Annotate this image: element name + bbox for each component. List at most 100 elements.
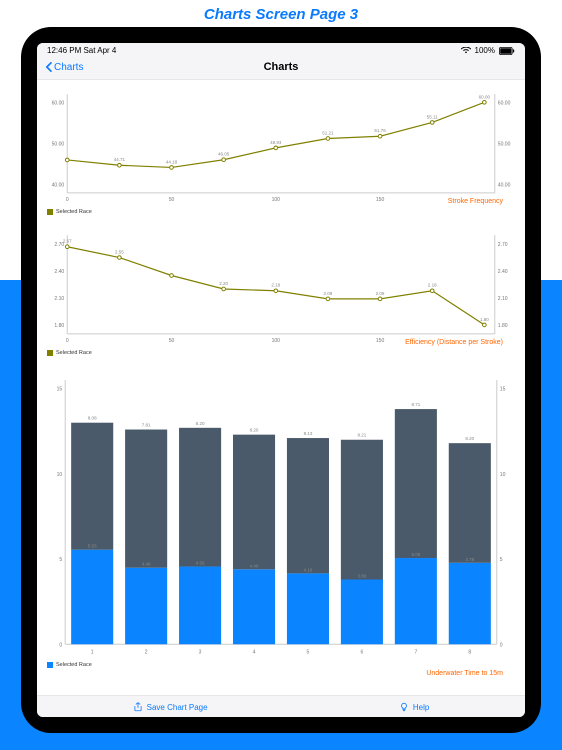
legend-label: Selected Race [56, 350, 92, 356]
svg-text:40.00: 40.00 [52, 183, 65, 189]
legend-label: Selected Race [56, 662, 92, 668]
svg-text:8: 8 [468, 649, 471, 655]
svg-text:4.40: 4.40 [250, 563, 259, 568]
svg-text:4.78: 4.78 [465, 557, 474, 562]
svg-text:3: 3 [199, 649, 202, 655]
svg-text:15: 15 [500, 387, 506, 393]
svg-text:50: 50 [169, 338, 175, 344]
lightbulb-icon [399, 702, 409, 712]
svg-text:10: 10 [57, 472, 63, 478]
back-button[interactable]: Charts [45, 62, 83, 73]
svg-text:5: 5 [59, 557, 62, 563]
svg-text:0: 0 [66, 197, 69, 203]
status-bar: 12:46 PM Sat Apr 4 100% [37, 43, 525, 57]
svg-text:46.05: 46.05 [218, 152, 230, 157]
svg-text:0: 0 [59, 642, 62, 648]
svg-text:2.40: 2.40 [498, 269, 508, 275]
chart-efficiency: 1.801.802.102.102.402.402.702.7005010015… [37, 221, 525, 362]
outer-page-title: Charts Screen Page 3 [0, 0, 562, 27]
nav-title: Charts [264, 61, 299, 73]
chart1-caption: Stroke Frequency [448, 198, 503, 205]
svg-text:5.55: 5.55 [88, 544, 97, 549]
svg-text:2.20: 2.20 [219, 281, 228, 286]
content-area: 40.0040.0050.0050.0060.0060.000501001504… [37, 80, 525, 695]
svg-text:8.71: 8.71 [411, 402, 420, 407]
svg-text:7: 7 [414, 649, 417, 655]
svg-text:0: 0 [66, 338, 69, 344]
battery-icon [499, 47, 515, 55]
svg-text:60.00: 60.00 [498, 100, 511, 106]
svg-text:2.09: 2.09 [324, 291, 333, 296]
help-button[interactable]: Help [399, 702, 429, 712]
svg-text:4.16: 4.16 [304, 567, 313, 572]
svg-text:8.13: 8.13 [304, 431, 313, 436]
wifi-icon [461, 47, 471, 54]
svg-text:2.18: 2.18 [428, 283, 437, 288]
svg-text:2: 2 [145, 649, 148, 655]
svg-text:2.18: 2.18 [271, 283, 280, 288]
status-right: 100% [461, 46, 515, 55]
svg-text:4.49: 4.49 [142, 562, 151, 567]
help-label: Help [413, 703, 429, 712]
chevron-left-icon [45, 62, 52, 72]
legend-swatch [47, 662, 53, 668]
svg-text:5.06: 5.06 [411, 552, 420, 557]
svg-text:2.10: 2.10 [54, 296, 64, 302]
chart2-svg: 1.801.802.102.102.402.402.702.7005010015… [39, 227, 523, 348]
svg-text:150: 150 [376, 338, 385, 344]
svg-text:5: 5 [307, 649, 310, 655]
svg-text:7.81: 7.81 [142, 423, 151, 428]
svg-text:55.11: 55.11 [427, 114, 438, 119]
svg-text:2.40: 2.40 [54, 269, 64, 275]
svg-text:60.00: 60.00 [52, 100, 65, 106]
svg-text:1: 1 [91, 649, 94, 655]
chart2-legend: Selected Race [39, 348, 523, 360]
svg-text:8.08: 8.08 [88, 416, 97, 421]
legend-swatch [47, 209, 53, 215]
bottom-toolbar: Save Chart Page Help [37, 695, 525, 717]
svg-text:150: 150 [376, 197, 385, 203]
svg-text:4: 4 [253, 649, 256, 655]
svg-text:15: 15 [57, 387, 63, 393]
svg-text:8.20: 8.20 [465, 436, 474, 441]
svg-text:2.70: 2.70 [498, 242, 508, 248]
svg-text:3.80: 3.80 [358, 573, 367, 578]
svg-text:8.21: 8.21 [358, 433, 367, 438]
svg-text:51.76: 51.76 [374, 128, 386, 133]
chart2-caption: Efficiency (Distance per Stroke) [405, 339, 503, 346]
svg-text:4.56: 4.56 [196, 561, 205, 566]
svg-text:1.80: 1.80 [54, 323, 64, 329]
legend-label: Selected Race [56, 209, 92, 215]
svg-text:8.20: 8.20 [196, 421, 205, 426]
nav-bar: Charts Charts [37, 57, 525, 80]
chart-underwater-time: 0055101015158.085.5517.814.4928.204.5638… [37, 362, 525, 695]
svg-text:1.80: 1.80 [480, 317, 489, 322]
save-chart-button[interactable]: Save Chart Page [133, 702, 208, 712]
chart-stroke-frequency: 40.0040.0050.0050.0060.0060.000501001504… [37, 80, 525, 221]
svg-text:100: 100 [272, 197, 281, 203]
svg-text:2.10: 2.10 [498, 296, 508, 302]
svg-text:8.20: 8.20 [250, 428, 259, 433]
chart1-legend: Selected Race [39, 207, 523, 219]
svg-text:2.09: 2.09 [376, 291, 385, 296]
battery-text: 100% [475, 46, 495, 55]
chart3-svg: 0055101015158.085.5517.814.4928.204.5638… [39, 368, 523, 660]
svg-text:2.67: 2.67 [63, 239, 72, 244]
svg-text:60.00: 60.00 [479, 94, 491, 99]
svg-text:1.80: 1.80 [498, 323, 508, 329]
share-icon [133, 702, 143, 712]
chart3-caption: Underwater Time to 15m [426, 670, 503, 677]
svg-text:5: 5 [500, 557, 503, 563]
svg-text:50.00: 50.00 [52, 141, 65, 147]
svg-text:100: 100 [272, 338, 281, 344]
svg-text:6: 6 [361, 649, 364, 655]
chart1-svg: 40.0040.0050.0050.0060.0060.000501001504… [39, 86, 523, 207]
status-time: 12:46 PM Sat Apr 4 [47, 46, 116, 55]
svg-text:48.93: 48.93 [270, 140, 282, 145]
svg-text:50: 50 [169, 197, 175, 203]
svg-text:2.55: 2.55 [115, 249, 124, 254]
svg-text:40.00: 40.00 [498, 183, 511, 189]
tablet-frame: 12:46 PM Sat Apr 4 100% Charts Charts 40… [21, 27, 541, 733]
back-label: Charts [54, 62, 83, 73]
svg-text:0: 0 [500, 642, 503, 648]
